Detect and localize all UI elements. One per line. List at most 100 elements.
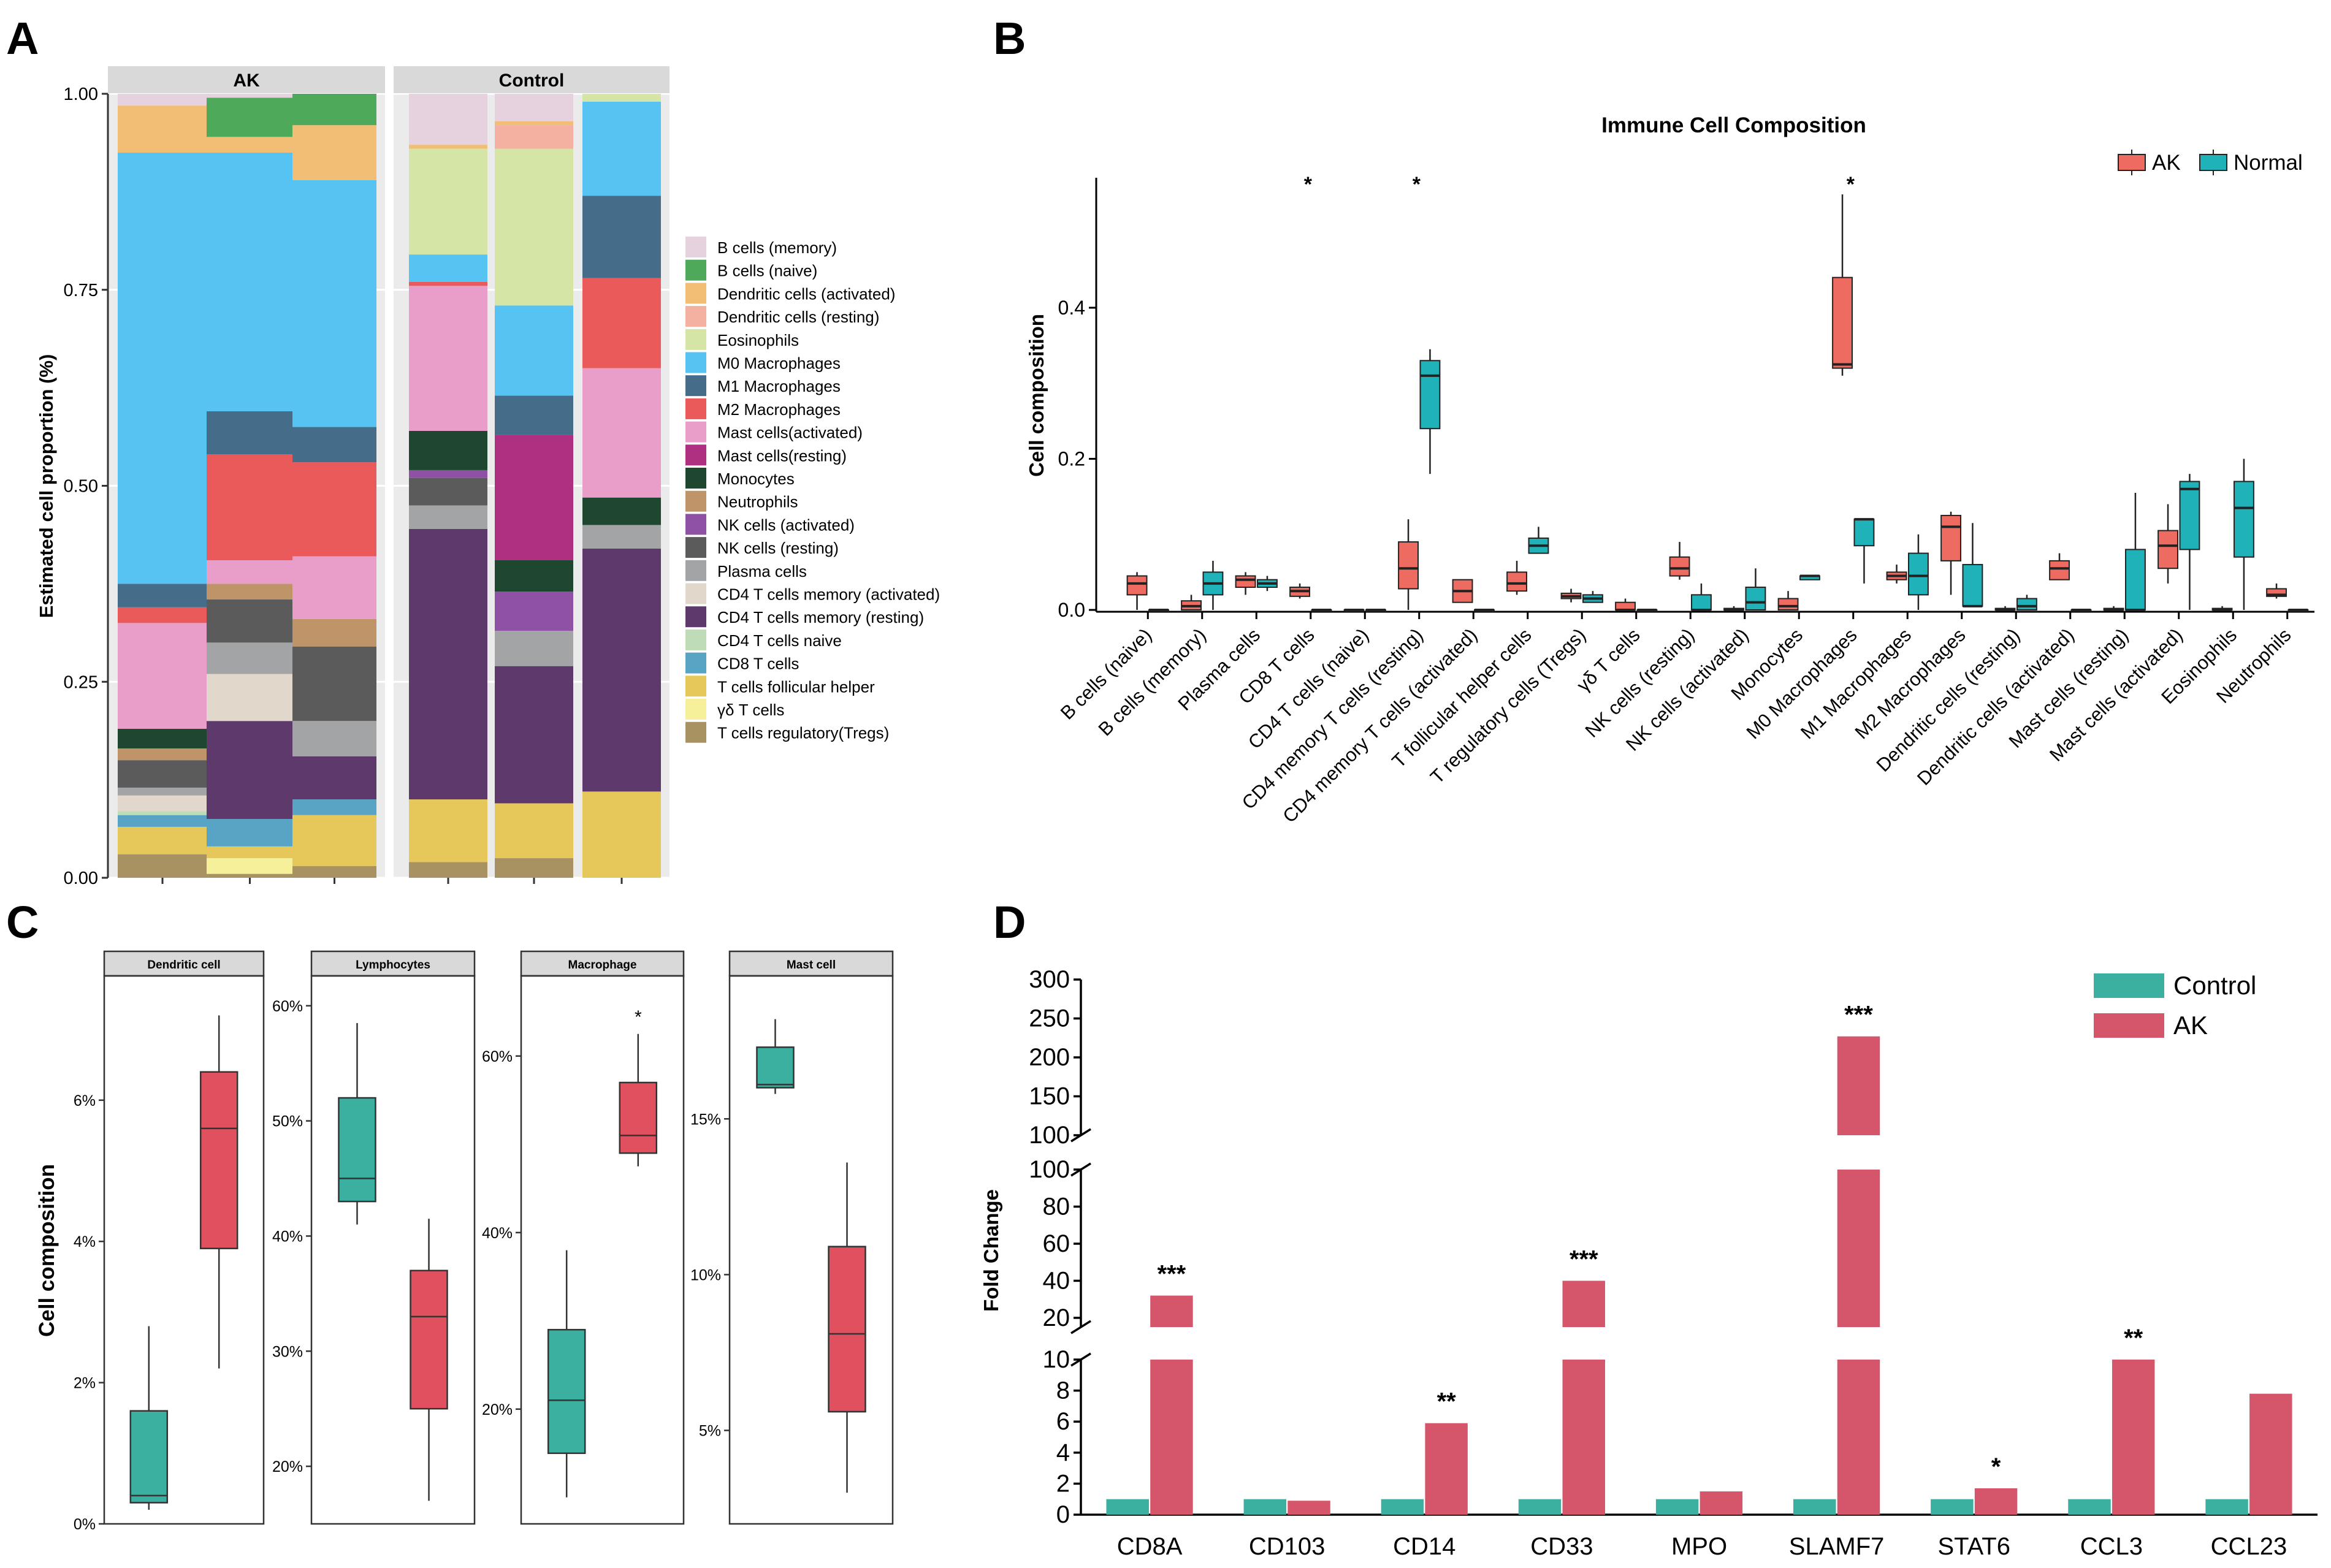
y-tick-label: 20% — [272, 1458, 303, 1475]
facet-strip — [394, 66, 670, 93]
y-tick-label: 100 — [1029, 1122, 1070, 1149]
legend-label: CD4 T cells memory (activated) — [717, 585, 940, 604]
panel-label-a: A — [6, 13, 39, 64]
stack-segment — [207, 152, 293, 411]
legend-swatch — [685, 514, 706, 535]
legend-label: AK — [2173, 1011, 2208, 1040]
stack-segment — [118, 105, 207, 153]
legend-swatch — [2118, 154, 2146, 171]
stack-segment — [207, 674, 293, 721]
y-tick-label: 0.0 — [1058, 599, 1085, 621]
significance-mark: * — [1304, 173, 1313, 196]
y-tick-label: 6% — [74, 1092, 96, 1109]
panel-label-b: B — [993, 13, 1026, 64]
axis-break-mark — [1070, 1162, 1091, 1177]
significance-mark: *** — [1844, 1002, 1873, 1029]
legend-swatch — [685, 583, 706, 604]
y-tick-label: 50% — [272, 1113, 303, 1130]
legend-swatch — [685, 329, 706, 350]
stack-segment — [495, 560, 573, 592]
stack-segment — [207, 642, 293, 674]
panel-label-d: D — [993, 897, 1026, 948]
legend-label: γδ T cells — [717, 701, 784, 719]
bar-ak — [1288, 1501, 1330, 1515]
stack-segment — [582, 196, 661, 278]
stack-segment — [118, 728, 207, 748]
stack-segment — [118, 815, 207, 827]
bar-ak — [1425, 1423, 1468, 1515]
significance-mark: ** — [2124, 1325, 2143, 1352]
bar-control — [1518, 1499, 1562, 1515]
stack-segment — [207, 411, 293, 455]
stack-segment — [207, 560, 293, 584]
y-tick-label: 0% — [74, 1516, 96, 1533]
significance-mark: *** — [1570, 1246, 1598, 1273]
y-tick-label: 2 — [1056, 1470, 1070, 1497]
y-tick-label: 0.00 — [64, 869, 98, 888]
bar-control — [1793, 1499, 1836, 1515]
legend-label: M2 Macrophages — [717, 400, 841, 419]
stack-segment — [409, 528, 487, 800]
legend-label: NK cells (resting) — [717, 539, 839, 557]
stack-segment — [292, 815, 376, 866]
legend-swatch — [685, 490, 706, 512]
box-ak — [1832, 276, 1853, 369]
box-normal — [2234, 481, 2254, 558]
legend-swatch — [685, 375, 706, 397]
legend-label: Dendritic cells (activated) — [717, 284, 895, 303]
x-tick-label: CCL3 — [2080, 1533, 2143, 1560]
significance-mark: *** — [1158, 1261, 1186, 1288]
y-axis-title: Fold Change — [980, 1189, 1002, 1312]
legend-swatch — [685, 283, 706, 304]
y-tick-label: 60% — [272, 998, 303, 1015]
y-tick-label: 5% — [699, 1423, 721, 1440]
facet-strip — [108, 66, 385, 93]
bar-control — [2205, 1499, 2248, 1515]
legend-label: B cells (naive) — [717, 262, 817, 280]
stack-segment — [582, 368, 661, 498]
bar-ak — [1150, 1295, 1193, 1327]
bar-ak — [1837, 1036, 1880, 1135]
stack-segment — [582, 101, 661, 196]
stack-segment — [207, 94, 293, 98]
bar-control — [1381, 1499, 1424, 1515]
box-ak — [1940, 514, 1961, 561]
y-tick-label: 300 — [1029, 966, 1070, 993]
stack-segment — [582, 525, 661, 549]
box-ak — [619, 1081, 658, 1154]
stack-segment — [409, 94, 487, 145]
x-tick-label: CD103 — [1249, 1533, 1326, 1560]
significance-mark: * — [635, 1007, 642, 1027]
legend-swatch — [2094, 973, 2164, 998]
y-tick-label: 60 — [1043, 1230, 1070, 1257]
stack-segment — [495, 631, 573, 666]
panel-d-fold-change-bar-chart: 0 2 4 6 8 10 20 40 60 80 100 100 150 200 250 300 Fold Ch… — [980, 966, 2318, 1560]
y-tick-label: 200 — [1029, 1044, 1070, 1071]
stack-segment — [582, 548, 661, 792]
stack-segment — [292, 94, 376, 126]
stack-segment — [118, 854, 207, 878]
bar-ak — [1700, 1491, 1743, 1515]
bar-control — [2068, 1499, 2111, 1515]
bar-ak — [2249, 1393, 2292, 1515]
stack-segment — [118, 787, 207, 796]
y-tick-label: 4 — [1056, 1439, 1070, 1466]
box-normal — [1853, 519, 1875, 547]
y-tick-label: 40 — [1043, 1267, 1070, 1294]
box-ak — [1506, 571, 1527, 592]
box-control — [338, 1097, 376, 1203]
stack-segment — [292, 721, 376, 756]
box-ak — [2049, 560, 2070, 580]
y-tick-label: 0.50 — [64, 477, 98, 497]
legend-label: AK — [2152, 151, 2181, 175]
y-tick-label: 250 — [1029, 1005, 1070, 1032]
legend-swatch — [2199, 154, 2227, 171]
axis-break-mark — [1070, 1320, 1091, 1334]
bar-ak — [1562, 1360, 1605, 1515]
legend-label: Normal — [2234, 151, 2303, 175]
y-tick-label: 150 — [1029, 1083, 1070, 1110]
box-normal — [1908, 552, 1929, 596]
stack-segment — [292, 646, 376, 721]
legend-label: Eosinophils — [717, 331, 799, 349]
stack-segment — [292, 462, 376, 557]
